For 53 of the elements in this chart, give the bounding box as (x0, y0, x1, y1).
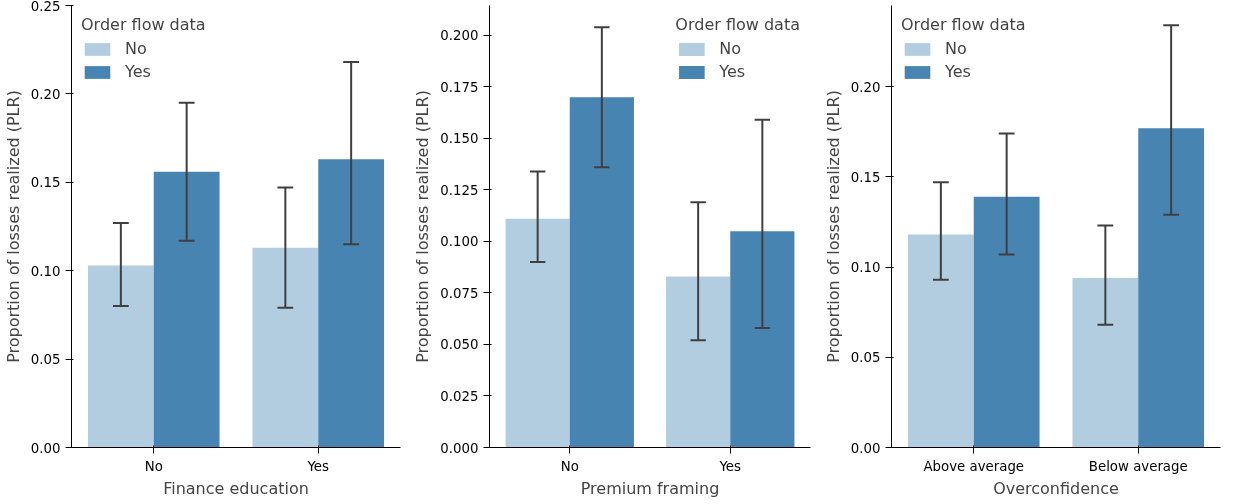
y-tick-label: 0.05 (30, 352, 61, 368)
x-tick-label: No (144, 458, 163, 474)
legend-label: No (719, 39, 742, 58)
bar (318, 159, 385, 448)
y-tick-label: 0.20 (30, 86, 61, 102)
y-tick-label: 0.15 (850, 169, 881, 185)
y-tick-label: 0.00 (30, 440, 61, 456)
y-tick-label: 0.25 (30, 0, 61, 14)
y-tick-label: 0.10 (850, 260, 881, 276)
y-axis-title: Proportion of losses realized (PLR) (413, 90, 433, 363)
bar (87, 265, 154, 448)
legend-label: Yes (125, 62, 151, 81)
x-tick-label: Above average (923, 458, 1025, 474)
x-tick-label: Below average (1088, 458, 1188, 474)
y-tick-label: 0.20 (850, 79, 881, 95)
bar (252, 247, 319, 448)
x-axis-title: Premium framing (580, 478, 720, 498)
y-tick-label: 0.125 (440, 182, 479, 198)
y-tick-label: 0.075 (440, 285, 479, 301)
bar (730, 231, 795, 448)
bar (1072, 277, 1139, 448)
y-axis-title: Proportion of losses realized (PLR) (3, 90, 23, 363)
y-tick-label: 0.100 (440, 234, 479, 250)
legend-title: Order flow data (81, 15, 206, 34)
bar (505, 218, 570, 448)
x-axis-title: Overconfidence (993, 478, 1119, 498)
y-tick-label: 0.05 (850, 350, 881, 366)
x-tick-label: Yes (718, 458, 742, 474)
y-tick-label: 0.025 (440, 388, 479, 404)
y-tick-label: 0.15 (30, 175, 61, 191)
bar (666, 276, 731, 448)
y-tick-label: 0.00 (850, 440, 881, 456)
bar (907, 234, 974, 448)
x-tick-label: No (560, 458, 579, 474)
y-tick-label: 0.200 (440, 28, 479, 44)
legend-title: Order flow data (901, 15, 1026, 34)
y-tick-label: 0.175 (440, 79, 479, 95)
legend-title: Order flow data (675, 15, 800, 34)
x-axis-title: Finance education (163, 478, 309, 498)
legend-label: Yes (719, 62, 746, 81)
bar (569, 97, 634, 448)
legend-label: No (945, 39, 967, 58)
bar (153, 171, 220, 448)
legend-label: Yes (945, 62, 971, 81)
bar (1138, 128, 1205, 448)
y-tick-label: 0.000 (440, 440, 479, 456)
x-tick-label: Yes (306, 458, 330, 474)
y-tick-label: 0.050 (440, 337, 479, 353)
bar (973, 196, 1040, 448)
y-axis-title: Proportion of losses realized (PLR) (823, 90, 843, 363)
y-tick-label: 0.10 (30, 263, 61, 279)
y-tick-label: 0.150 (440, 131, 479, 147)
legend-label: No (125, 39, 147, 58)
